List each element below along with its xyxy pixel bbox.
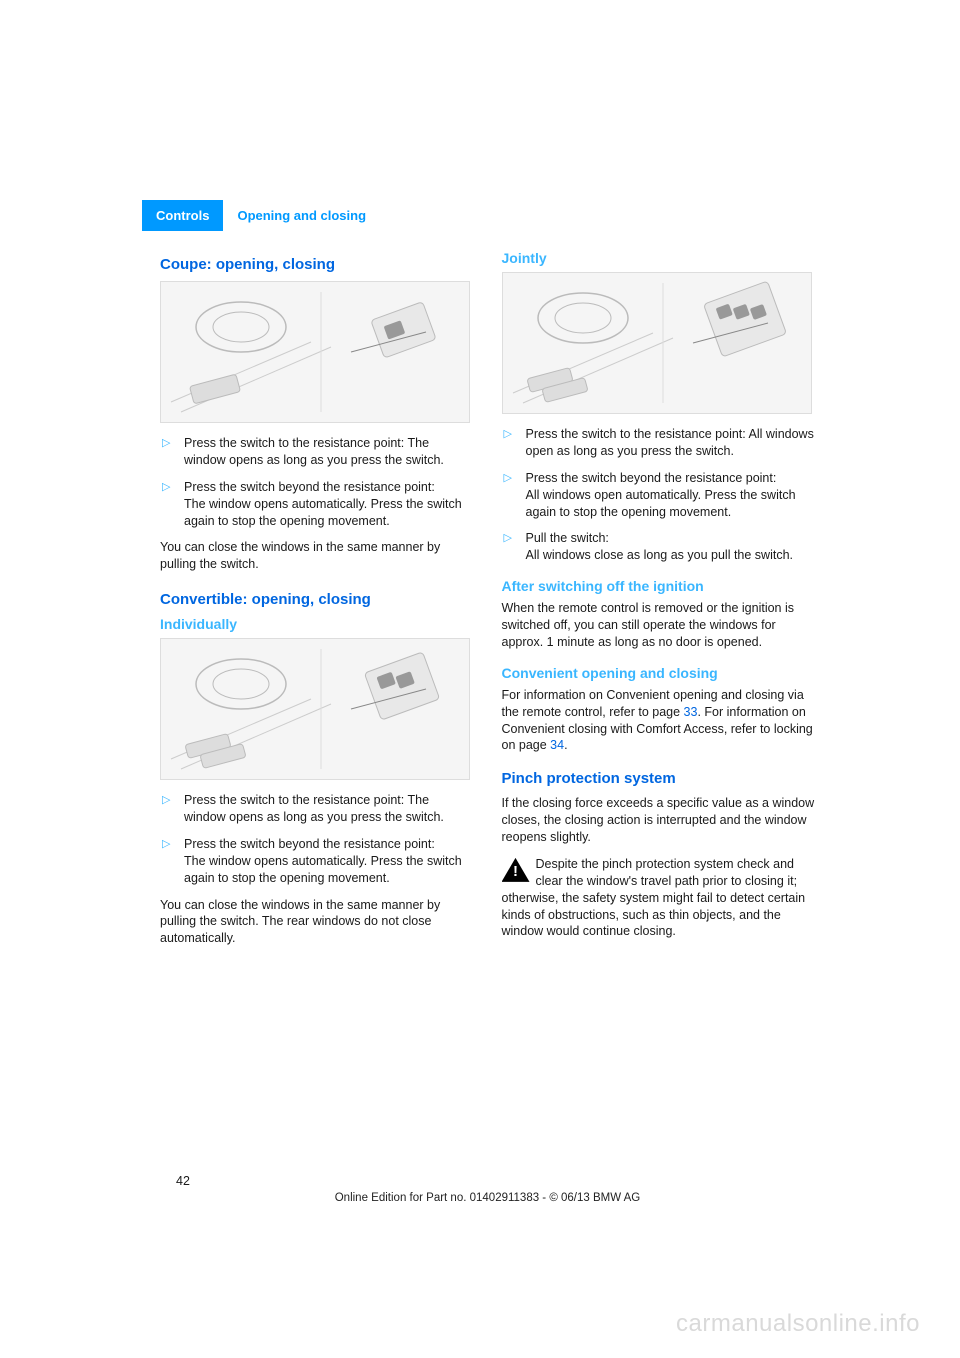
warning-block: Despite the pinch protection system chec… xyxy=(502,856,816,940)
list-item-text: Press the switch beyond the resistance p… xyxy=(184,837,435,851)
list-item-text: Pull the switch: xyxy=(526,531,609,545)
list-coupe: Press the switch to the resistance point… xyxy=(160,435,474,529)
subheading-jointly: Jointly xyxy=(502,250,816,266)
list-jointly: Press the switch to the resistance point… xyxy=(502,426,816,564)
list-item: Press the switch to the resistance point… xyxy=(526,426,816,460)
illustration-convertible-jointly xyxy=(503,273,812,414)
list-item-text: The window opens automatically. Press th… xyxy=(184,854,462,885)
subheading-convenient-opening: Convenient opening and closing xyxy=(502,665,816,681)
list-item: Press the switch to the resistance point… xyxy=(184,792,474,826)
list-item-text: Press the switch beyond the resistance p… xyxy=(526,471,777,485)
footer-text: Online Edition for Part no. 01402911383 … xyxy=(160,1192,815,1204)
tab-controls: Controls xyxy=(142,200,223,231)
content: Coupe: opening, closing Press the switch xyxy=(160,250,815,953)
list-item-text: All windows close as long as you pull th… xyxy=(526,548,794,562)
illustration-convertible-individual xyxy=(161,639,470,780)
paragraph: You can close the windows in the same ma… xyxy=(160,897,474,948)
right-column: Jointly xyxy=(502,250,816,953)
figure-convertible-individual xyxy=(160,638,470,780)
heading-coupe: Coupe: opening, closing xyxy=(160,256,474,273)
list-item-text: The window opens automatically. Press th… xyxy=(184,497,462,528)
figure-convertible-jointly xyxy=(502,272,812,414)
list-item: Press the switch beyond the resistance p… xyxy=(184,479,474,530)
paragraph: When the remote control is removed or th… xyxy=(502,600,816,651)
list-item-text: All windows open automatically. Press th… xyxy=(526,488,796,519)
paragraph: If the closing force exceeds a specific … xyxy=(502,795,816,846)
page-number: 42 xyxy=(176,1174,190,1188)
paragraph: You can close the windows in the same ma… xyxy=(160,539,474,573)
text: . xyxy=(564,738,567,752)
list-convertible-individual: Press the switch to the resistance point… xyxy=(160,792,474,886)
tab-opening-closing: Opening and closing xyxy=(223,200,380,231)
list-item: Press the switch to the resistance point… xyxy=(184,435,474,469)
paragraph-convenient: For information on Convenient opening an… xyxy=(502,687,816,755)
list-item: Press the switch beyond the resistance p… xyxy=(184,836,474,887)
heading-pinch-protection: Pinch protection system xyxy=(502,770,816,787)
illustration-coupe xyxy=(161,282,470,423)
page-ref-link[interactable]: 34 xyxy=(550,738,564,752)
subheading-after-ignition: After switching off the ignition xyxy=(502,578,816,594)
subheading-individually: Individually xyxy=(160,616,474,632)
warning-icon xyxy=(502,858,530,882)
list-item-text: Press the switch beyond the resistance p… xyxy=(184,480,435,494)
breadcrumb-tabs: Controls Opening and closing xyxy=(142,200,380,231)
warning-text: Despite the pinch protection system chec… xyxy=(502,857,806,939)
figure-coupe-switch xyxy=(160,281,470,423)
heading-convertible: Convertible: opening, closing xyxy=(160,591,474,608)
list-item: Pull the switch: All windows close as lo… xyxy=(526,530,816,564)
watermark: carmanualsonline.info xyxy=(676,1310,920,1338)
list-item: Press the switch beyond the resistance p… xyxy=(526,470,816,521)
page-ref-link[interactable]: 33 xyxy=(684,705,698,719)
left-column: Coupe: opening, closing Press the switch xyxy=(160,250,474,953)
page: Controls Opening and closing Coupe: open… xyxy=(0,0,960,1358)
